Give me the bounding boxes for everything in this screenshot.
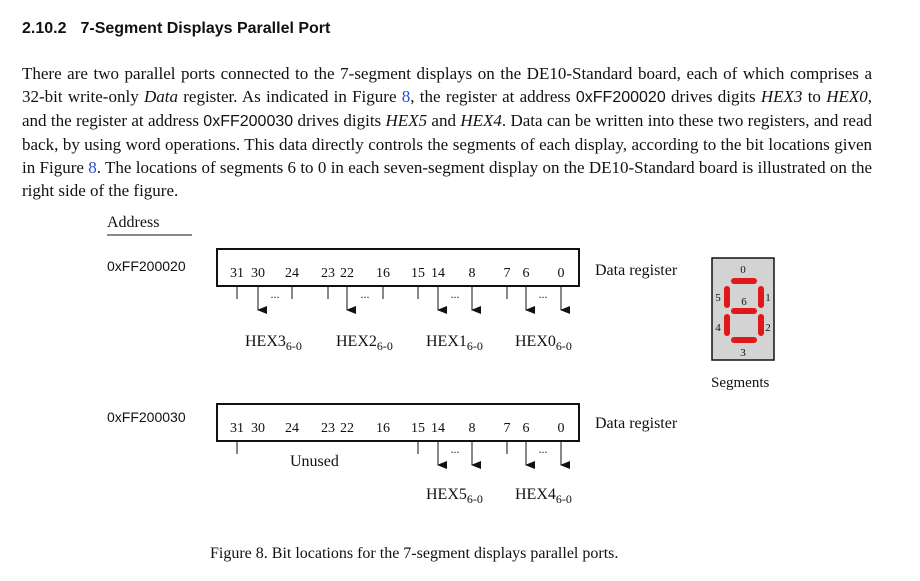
field-hex3: HEX36-0 [245,333,302,353]
segment-6 [731,308,757,314]
section-title: 7-Segment Displays Parallel Port [80,20,331,37]
text-run: drives digits [665,87,761,106]
emphasis-data: Data [143,87,178,106]
field-hex5: HEX56-0 [426,486,483,506]
seven-segment-display: 0 1 2 3 4 5 6 [711,257,775,361]
bit-label: 15 [411,266,425,281]
register-1-ellipses: ... ... ... ... [271,287,548,301]
register-1-fields: HEX36-0 HEX26-0 HEX16-0 HEX06-0 [245,333,572,353]
bit-label: 23 [321,266,335,281]
bit-label: 31 [230,266,244,281]
display-segments [724,278,764,343]
ellipsis: ... [451,442,460,456]
bit-label: 8 [469,266,476,281]
unused-label: Unused [290,453,339,470]
bit-label: 22 [340,266,354,281]
text-run: , and the register at address [22,87,872,130]
ellipsis: ... [361,287,370,301]
segment-1 [758,286,764,308]
text-run: There are two parallel ports connected t… [22,64,872,106]
bit-label: 6 [523,421,530,436]
text-run: and [427,111,461,130]
bit-label: 16 [376,266,390,281]
ellipsis: ... [539,442,548,456]
emphasis-hex5: HEX5 [385,111,428,130]
bit-label: 14 [431,421,445,436]
section-number: 2.10.2 [22,20,67,37]
emphasis-hex0: HEX0 [826,87,868,106]
section-heading: 2.10.2 7-Segment Displays Parallel Port [22,20,330,38]
segment-2 [758,314,764,336]
segment-0 [731,278,757,284]
address-2: 0xFF200030 [107,409,186,425]
body-paragraph: There are two parallel ports connected t… [22,62,872,202]
field-hex0: HEX06-0 [515,333,572,353]
segment-number: 1 [765,292,771,304]
bit-label: 8 [469,421,476,436]
data-register-label-2: Data register [595,415,678,432]
data-register-label-1: Data register [595,262,678,279]
segment-number: 0 [740,264,746,276]
bit-label: 31 [230,421,244,436]
register-2-ellipses: ... ... [451,442,548,456]
segment-number: 6 [741,296,747,308]
register-2-fields: HEX56-0 HEX46-0 [426,486,572,506]
bit-label: 7 [504,266,511,281]
segment-number: 4 [715,322,721,334]
bit-label: 22 [340,421,354,436]
segment-number: 2 [765,322,771,334]
bit-label: 16 [376,421,390,436]
segment-numbers: 0 1 2 3 4 5 6 [715,264,771,359]
address-header: Address [107,214,159,231]
bit-label: 15 [411,421,425,436]
register-1-box [216,248,580,287]
emphasis-hex4: HEX4 [460,111,502,130]
bit-label: 23 [321,421,335,436]
address-code: 0xFF200030 [203,113,294,130]
segment-number: 3 [740,347,746,359]
field-hex2: HEX26-0 [336,333,393,353]
register-2-arrows [236,442,570,469]
ellipsis: ... [451,287,460,301]
text-run: register. As indicated in Figure [177,87,402,106]
register-1-arrows [236,287,570,314]
ellipsis: ... [271,287,280,301]
bit-label: 0 [558,421,565,436]
address-code: 0xFF200020 [575,89,666,106]
segments-label: Segments [711,375,769,391]
register-2-bit-labels: 31 30 24 23 22 16 15 14 8 7 6 0 [230,421,565,436]
bit-label: 7 [504,421,511,436]
segment-4 [724,314,730,336]
segment-3 [731,337,757,343]
bit-label: 30 [251,266,265,281]
ellipsis: ... [539,287,548,301]
register-2-box [216,403,580,442]
register-1-bit-labels: 31 30 24 23 22 16 15 14 8 7 6 0 [230,266,565,281]
bit-label: 24 [285,421,299,436]
address-1: 0xFF200020 [107,258,186,274]
bit-label: 24 [285,266,299,281]
emphasis-hex3: HEX3 [760,87,803,106]
field-hex1: HEX16-0 [426,333,483,353]
bit-label: 6 [523,266,530,281]
figure-link[interactable]: 8 [401,87,411,106]
bit-label: 14 [431,266,445,281]
bit-label: 30 [251,421,265,436]
figure-caption: Figure 8. Bit locations for the 7-segmen… [210,545,618,562]
figure-link[interactable]: 8 [88,158,97,177]
text-run: to [802,87,827,106]
text-run: , the register at address [410,87,576,106]
text-run: drives digits [293,111,386,130]
bit-label: 0 [558,266,565,281]
segment-5 [724,286,730,308]
text-run: . Data can be written into these two reg… [22,111,873,177]
text-run: . The locations of segments 6 to 0 in ea… [22,158,872,200]
field-hex4: HEX46-0 [515,486,572,506]
segment-number: 5 [715,292,721,304]
